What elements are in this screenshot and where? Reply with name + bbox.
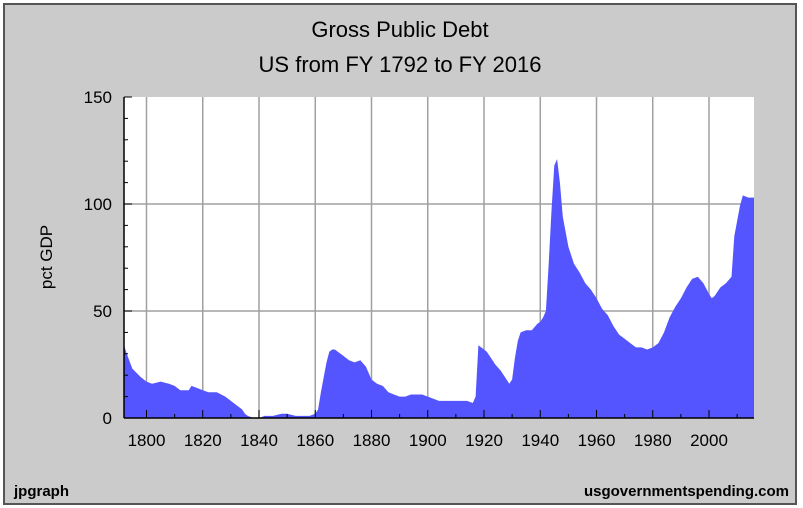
x-tick-label: 1860 <box>296 431 334 450</box>
x-tick-label: 1980 <box>634 431 672 450</box>
series-layer <box>124 159 754 418</box>
y-axis-label: pct GDP <box>37 225 56 289</box>
series-area-0 <box>124 159 754 418</box>
x-tick-label: 1960 <box>578 431 616 450</box>
x-tick-labels: 1800 1820 1840 1860 1880 1900 1920 1940 1960 1980… <box>128 431 728 450</box>
x-tick-label: 1920 <box>465 431 503 450</box>
x-tick-label: 1900 <box>409 431 447 450</box>
x-tick-label: 1880 <box>353 431 391 450</box>
y-tick-label: 0 <box>103 409 112 428</box>
axes <box>123 96 754 419</box>
footer-right-credit: usgovernmentspending.com <box>584 483 789 500</box>
chart-title: Gross Public Debt <box>311 17 488 42</box>
chart-subtitle: US from FY 1792 to FY 2016 <box>259 52 542 77</box>
x-tick-label: 1820 <box>184 431 222 450</box>
y-tick-label: 150 <box>84 88 112 107</box>
x-tick-label: 1840 <box>240 431 278 450</box>
x-tick-label: 1800 <box>128 431 166 450</box>
x-tick-label: 2000 <box>690 431 728 450</box>
footer-left-credit: jpgraph <box>13 483 69 500</box>
y-tick-label: 100 <box>84 195 112 214</box>
gridlines <box>124 97 754 418</box>
y-tick-labels: 0 50 100 150 <box>84 88 112 428</box>
x-tick-label: 1940 <box>521 431 559 450</box>
y-tick-label: 50 <box>93 302 112 321</box>
